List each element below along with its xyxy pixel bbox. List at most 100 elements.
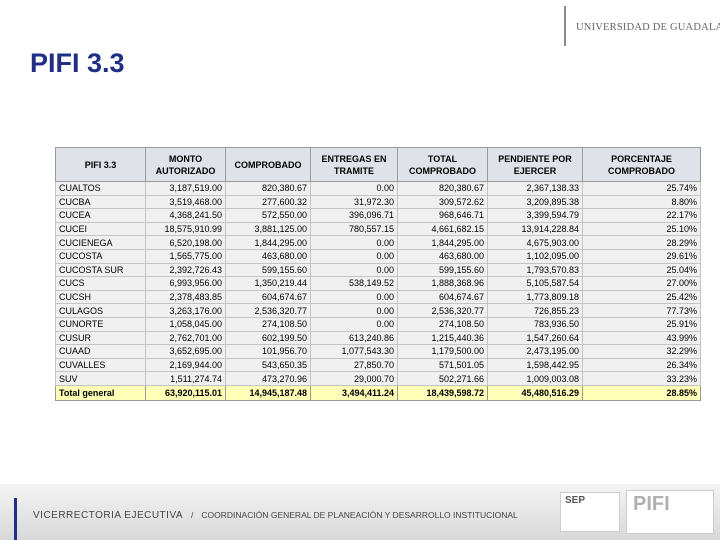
table-cell: 33.23% — [582, 371, 701, 386]
table-cell: 2,473,195.00 — [487, 344, 583, 359]
data-table: PIFI 3.3 MONTO AUTORIZADO COMPROBADO ENTREG… — [55, 147, 701, 401]
table-cell: 25.04% — [582, 262, 701, 278]
table-cell: 25.10% — [582, 221, 701, 237]
table-cell: 1,077,543.30 — [310, 344, 398, 359]
table-cell: CUVALLES — [55, 357, 146, 373]
table-cell: 3,519,468.00 — [145, 194, 226, 210]
table-cell: 502,271.66 — [397, 371, 488, 386]
table-cell: 538,149.52 — [310, 276, 398, 291]
table-cell: CUCEI — [55, 221, 146, 237]
table-cell: 604,674.67 — [397, 289, 488, 305]
divider — [564, 6, 566, 46]
table-cell: SUV — [55, 371, 146, 386]
table-row: CUCEI 18,575,910.99 3,881,125.00 780,557.15… — [55, 221, 701, 237]
table-row: CUCSH 2,378,483.85 604,674.67 0.00 604,674.6… — [55, 289, 701, 305]
total-cell: 63,920,115.01 — [145, 384, 226, 401]
table-cell: 1,547,260.64 — [487, 330, 583, 346]
table-cell: 968,646.71 — [397, 208, 488, 223]
table-cell: CUCOSTA — [55, 248, 146, 264]
table-cell: CUNORTE — [55, 316, 146, 332]
table-cell: 1,350,219.44 — [225, 276, 311, 291]
table-cell: 6,993,956.00 — [145, 276, 226, 291]
table-cell: 599,155.60 — [397, 262, 488, 278]
table-cell: CUAAD — [55, 344, 146, 359]
table-cell: 820,380.67 — [225, 181, 311, 196]
table-cell: 3,209,895.38 — [487, 194, 583, 210]
table-cell: CUCEA — [55, 208, 146, 223]
table-cell: 2,762,701.00 — [145, 330, 226, 346]
table-cell: 3,263,176.00 — [145, 303, 226, 318]
table-cell: 1,773,809.18 — [487, 289, 583, 305]
table-cell: 22.17% — [582, 208, 701, 223]
table-cell: 309,572.62 — [397, 194, 488, 210]
table-cell: 274,108.50 — [225, 316, 311, 332]
column-header: COMPROBADO — [225, 147, 311, 182]
table-cell: 3,881,125.00 — [225, 221, 311, 237]
total-row: Total general 63,920,115.01 14,945,187.48 3… — [55, 384, 701, 401]
table-cell: 1,215,440.36 — [397, 330, 488, 346]
table-row: CUCOSTA 1,565,775.00 463,680.00 0.00 463,680… — [55, 248, 701, 264]
table-cell: 780,557.15 — [310, 221, 398, 237]
table-cell: CUCS — [55, 276, 146, 291]
table-cell: 3,652,695.00 — [145, 344, 226, 359]
table-cell: CULAGOS — [55, 303, 146, 318]
table-cell: CUCOSTA SUR — [55, 262, 146, 278]
table-cell: 571,501.05 — [397, 357, 488, 373]
table-cell: 274,108.50 — [397, 316, 488, 332]
table-row: CUSUR 2,762,701.00 602,199.50 613,240.86 1,2… — [55, 330, 701, 346]
table-cell: 3,187,519.00 — [145, 181, 226, 196]
footer-text: VICERRECTORIA EJECUTIVA / COORDINACIÓN GEN… — [33, 510, 526, 521]
table-row: CUVALLES 2,169,944.00 543,650.35 27,850.70 5… — [55, 357, 701, 373]
column-header: MONTO AUTORIZADO — [145, 147, 226, 182]
table-row: CUCEA 4,368,241.50 572,550.00 396,096.71 968… — [55, 208, 701, 223]
column-header: PIFI 3.3 — [55, 147, 146, 182]
table-row: CUCS 6,993,956.00 1,350,219.44 538,149.52 1,… — [55, 276, 701, 291]
column-header: PENDIENTE POR EJERCER — [487, 147, 583, 182]
table-cell: 4,661,682.15 — [397, 221, 488, 237]
total-cell: 18,439,598.72 — [397, 384, 488, 401]
table-cell: 3,399,594.79 — [487, 208, 583, 223]
table-cell: 1,888,368.96 — [397, 276, 488, 291]
university-logo: UNIVERSIDAD DE GUADALAJARA — [528, 6, 720, 46]
table-cell: 1,511,274.74 — [145, 371, 226, 386]
table-cell: 101,956.70 — [225, 344, 311, 359]
table-cell: 1,009,003.08 — [487, 371, 583, 386]
table-cell: 0.00 — [310, 303, 398, 318]
table-cell: 277,600.32 — [225, 194, 311, 210]
table-cell: 0.00 — [310, 235, 398, 250]
table-cell: 1,844,295.00 — [397, 235, 488, 250]
table-cell: 2,169,944.00 — [145, 357, 226, 373]
table-cell: 0.00 — [310, 289, 398, 305]
table-row: CUALTOS 3,187,519.00 820,380.67 0.00 820,380… — [55, 181, 701, 196]
footer-part: COORDINACIÓN GENERAL DE PLANEACIÓN Y DES… — [201, 510, 518, 520]
footer-part: VICERRECTORIA EJECUTIVA — [33, 510, 184, 521]
table-cell: 1,598,442.95 — [487, 357, 583, 373]
column-header: ENTREGAS EN TRAMITE — [310, 147, 398, 182]
table-cell: 25.74% — [582, 181, 701, 196]
table-cell: 783,936.50 — [487, 316, 583, 332]
table-cell: 2,536,320.77 — [397, 303, 488, 318]
table-cell: 2,378,483.85 — [145, 289, 226, 305]
table-cell: 29.61% — [582, 248, 701, 264]
table-cell: 0.00 — [310, 316, 398, 332]
table-cell: 2,536,320.77 — [225, 303, 311, 318]
table-cell: 613,240.86 — [310, 330, 398, 346]
table-cell: 602,199.50 — [225, 330, 311, 346]
table-cell: 31,972.30 — [310, 194, 398, 210]
table-cell: 820,380.67 — [397, 181, 488, 196]
table-cell: 1,102,095.00 — [487, 248, 583, 264]
column-header: TOTAL COMPROBADO — [397, 147, 488, 182]
table-cell: 463,680.00 — [225, 248, 311, 264]
table-cell: 2,367,138.33 — [487, 181, 583, 196]
table-cell: 28.29% — [582, 235, 701, 250]
table-row: CUCOSTA SUR 2,392,726.43 599,155.60 0.00 599… — [55, 262, 701, 278]
header-row: PIFI 3.3 MONTO AUTORIZADO COMPROBADO ENTREG… — [55, 147, 701, 182]
table-cell: 25.91% — [582, 316, 701, 332]
table-cell: 77.73% — [582, 303, 701, 318]
table-cell: 0.00 — [310, 248, 398, 264]
table-cell: 473,270.96 — [225, 371, 311, 386]
table-cell: 6,520,198.00 — [145, 235, 226, 250]
table-cell: 0.00 — [310, 262, 398, 278]
table-cell: 8.80% — [582, 194, 701, 210]
